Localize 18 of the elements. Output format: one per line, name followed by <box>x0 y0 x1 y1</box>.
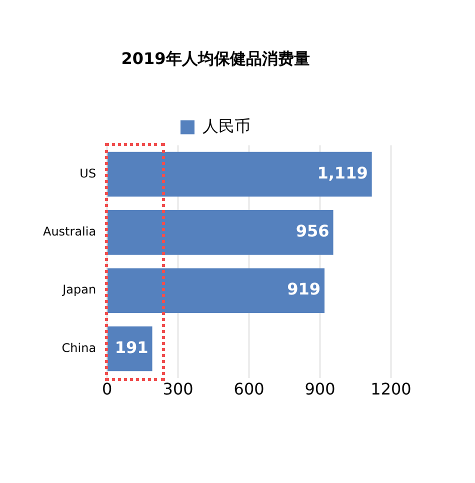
y-tick-label: Australia <box>42 224 96 239</box>
x-tick-label: 1200 <box>370 380 412 399</box>
text: 919 <box>287 280 321 299</box>
text: 1,119 <box>317 163 368 182</box>
y-tick-label: US <box>80 166 96 180</box>
text: 191 <box>114 338 148 357</box>
text: 956 <box>296 222 330 241</box>
x-tick-label: 900 <box>304 380 336 399</box>
chart-title: 2019年人均保健品消费量 <box>121 48 310 68</box>
y-tick-label: China <box>62 340 96 355</box>
x-tick-label: 300 <box>162 380 194 399</box>
legend-label: 人民币 <box>202 116 250 136</box>
bar <box>108 152 372 197</box>
bar <box>108 210 334 255</box>
bar <box>108 268 325 313</box>
x-tick-label: 600 <box>234 380 264 399</box>
x-tick-label: 0 <box>102 380 112 399</box>
y-tick-label: Japan <box>62 282 96 297</box>
